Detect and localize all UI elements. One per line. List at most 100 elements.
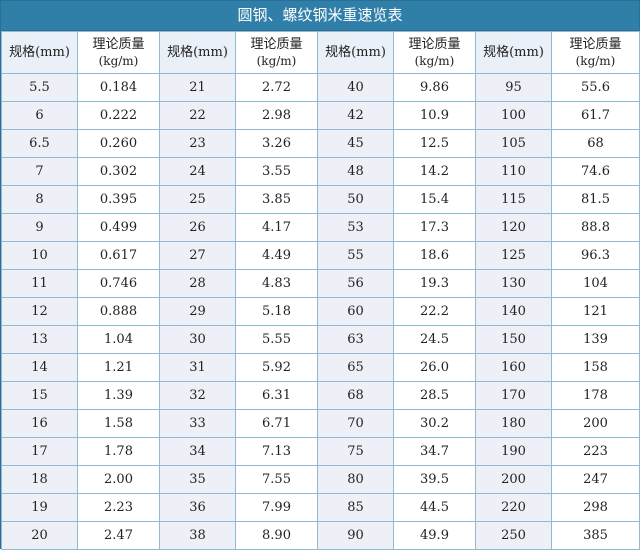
spec-cell: 120 [475, 213, 552, 242]
spec-cell: 19 [1, 493, 78, 522]
mass-cell: 104 [551, 269, 640, 298]
spec-cell: 13 [1, 325, 78, 354]
header-mass-unit: (kg/m) [256, 53, 297, 68]
header-spec: 规格(mm) [1, 31, 78, 74]
mass-cell: 0.499 [77, 213, 160, 242]
mass-cell: 2.98 [235, 101, 318, 130]
mass-cell: 15.4 [393, 185, 476, 214]
spec-cell: 115 [475, 185, 552, 214]
spec-cell: 40 [317, 73, 394, 102]
mass-cell: 298 [551, 493, 640, 522]
spec-cell: 26 [159, 213, 236, 242]
mass-cell: 28.5 [393, 381, 476, 410]
spec-cell: 70 [317, 409, 394, 438]
mass-cell: 139 [551, 325, 640, 354]
table-row: 15 1.39 32 6.31 68 28.5 170 178 [1, 381, 640, 410]
mass-cell: 10.9 [393, 101, 476, 130]
table-row: 17 1.78 34 7.13 75 34.7 190 223 [1, 437, 640, 466]
mass-cell: 61.7 [551, 101, 640, 130]
header-mass-unit: (kg/m) [98, 53, 139, 68]
mass-cell: 39.5 [393, 465, 476, 494]
mass-cell: 9.86 [393, 73, 476, 102]
mass-cell: 8.90 [235, 521, 318, 550]
spec-cell: 11 [1, 269, 78, 298]
table-row: 20 2.47 38 8.90 90 49.9 250 385 [1, 521, 640, 550]
mass-cell: 12.5 [393, 129, 476, 158]
mass-cell: 0.617 [77, 241, 160, 270]
spec-cell: 36 [159, 493, 236, 522]
mass-cell: 3.26 [235, 129, 318, 158]
header-mass-label: 理论质量 [408, 36, 461, 52]
mass-cell: 34.7 [393, 437, 476, 466]
mass-cell: 6.31 [235, 381, 318, 410]
spec-cell: 23 [159, 129, 236, 158]
table-row: 16 1.58 33 6.71 70 30.2 180 200 [1, 409, 640, 438]
spec-cell: 80 [317, 465, 394, 494]
spec-cell: 140 [475, 297, 552, 326]
mass-cell: 0.746 [77, 269, 160, 298]
spec-cell: 180 [475, 409, 552, 438]
spec-cell: 34 [159, 437, 236, 466]
mass-cell: 18.6 [393, 241, 476, 270]
spec-cell: 125 [475, 241, 552, 270]
mass-cell: 3.55 [235, 157, 318, 186]
header-mass: 理论质量 (kg/m) [235, 31, 318, 74]
mass-cell: 24.5 [393, 325, 476, 354]
header-mass-label: 理论质量 [569, 36, 622, 52]
mass-cell: 1.39 [77, 381, 160, 410]
spec-cell: 170 [475, 381, 552, 410]
header-spec: 规格(mm) [475, 31, 552, 74]
spec-cell: 50 [317, 185, 394, 214]
spec-cell: 105 [475, 129, 552, 158]
mass-cell: 30.2 [393, 409, 476, 438]
spec-cell: 220 [475, 493, 552, 522]
spec-cell: 20 [1, 521, 78, 550]
mass-cell: 17.3 [393, 213, 476, 242]
header-mass: 理论质量 (kg/m) [551, 31, 640, 74]
mass-cell: 0.888 [77, 297, 160, 326]
spec-cell: 45 [317, 129, 394, 158]
mass-cell: 5.18 [235, 297, 318, 326]
spec-cell: 6 [1, 101, 78, 130]
spec-cell: 160 [475, 353, 552, 382]
spec-cell: 25 [159, 185, 236, 214]
spec-cell: 17 [1, 437, 78, 466]
mass-cell: 0.260 [77, 129, 160, 158]
header-mass-unit: (kg/m) [575, 53, 616, 68]
spec-cell: 33 [159, 409, 236, 438]
mass-cell: 49.9 [393, 521, 476, 550]
spec-cell: 55 [317, 241, 394, 270]
header-mass: 理论质量 (kg/m) [77, 31, 160, 74]
spec-cell: 110 [475, 157, 552, 186]
table-row: 12 0.888 29 5.18 60 22.2 140 121 [1, 297, 640, 326]
spec-cell: 31 [159, 353, 236, 382]
spec-cell: 22 [159, 101, 236, 130]
table-row: 6 0.222 22 2.98 42 10.9 100 61.7 [1, 101, 640, 130]
table-row: 18 2.00 35 7.55 80 39.5 200 247 [1, 465, 640, 494]
spec-cell: 7 [1, 157, 78, 186]
mass-cell: 178 [551, 381, 640, 410]
header-row: 规格(mm) 理论质量 (kg/m) 规格(mm) 理论质量 (kg/m) 规格(m… [1, 31, 640, 74]
mass-cell: 7.55 [235, 465, 318, 494]
spec-cell: 10 [1, 241, 78, 270]
spec-cell: 85 [317, 493, 394, 522]
mass-cell: 7.13 [235, 437, 318, 466]
weight-table: 规格(mm) 理论质量 (kg/m) 规格(mm) 理论质量 (kg/m) 规格(m… [1, 31, 640, 550]
table-row: 10 0.617 27 4.49 55 18.6 125 96.3 [1, 241, 640, 270]
mass-cell: 121 [551, 297, 640, 326]
mass-cell: 5.55 [235, 325, 318, 354]
spec-cell: 8 [1, 185, 78, 214]
mass-cell: 247 [551, 465, 640, 494]
spec-cell: 200 [475, 465, 552, 494]
mass-cell: 0.222 [77, 101, 160, 130]
mass-cell: 4.49 [235, 241, 318, 270]
spec-cell: 6.5 [1, 129, 78, 158]
mass-cell: 81.5 [551, 185, 640, 214]
spec-cell: 27 [159, 241, 236, 270]
mass-cell: 1.78 [77, 437, 160, 466]
mass-cell: 223 [551, 437, 640, 466]
spec-cell: 28 [159, 269, 236, 298]
header-spec: 规格(mm) [159, 31, 236, 74]
header-mass-label: 理论质量 [250, 36, 303, 52]
table-row: 14 1.21 31 5.92 65 26.0 160 158 [1, 353, 640, 382]
